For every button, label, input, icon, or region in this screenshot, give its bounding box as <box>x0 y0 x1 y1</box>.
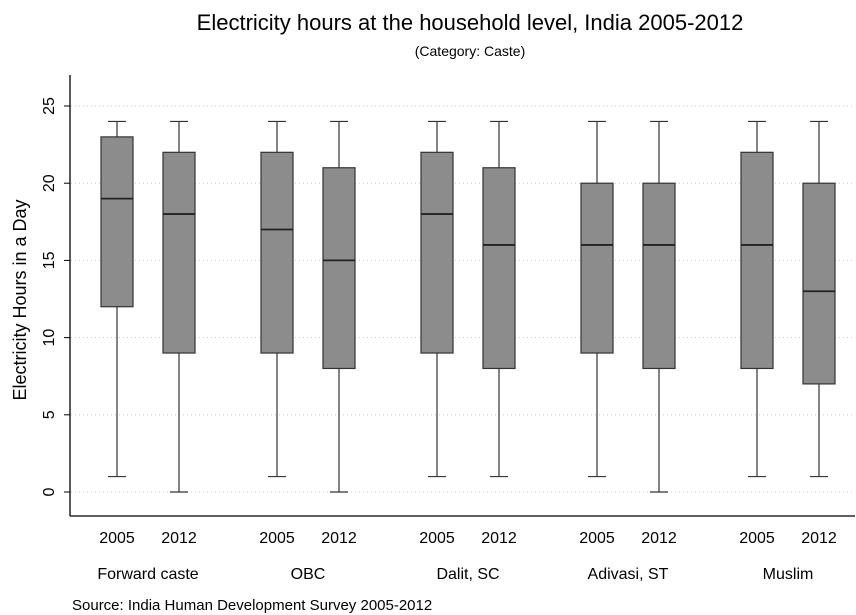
x-tick-label: 2012 <box>801 530 837 547</box>
y-tick-label: 10 <box>41 329 58 347</box>
y-tick-label: 0 <box>41 487 58 496</box>
iqr-box <box>580 182 614 354</box>
box-obc-2005 <box>260 120 294 478</box>
iqr-box <box>162 151 196 354</box>
x-tick-label: 2012 <box>161 530 197 547</box>
x-tick-label: 2012 <box>321 530 357 547</box>
box-muslim-2012 <box>802 120 836 478</box>
iqr-box <box>322 167 356 370</box>
category-label: OBC <box>291 566 326 583</box>
axes <box>69 75 855 517</box>
iqr-box <box>260 151 294 354</box>
box-dalit-sc-2005 <box>420 120 454 478</box>
x-tick-label: 2012 <box>641 530 677 547</box>
iqr-box <box>482 167 516 370</box>
y-tick-label: 15 <box>41 251 58 269</box>
boxes <box>100 120 836 493</box>
category-label: Adivasi, ST <box>588 566 669 583</box>
box-adivasi-st-2005 <box>580 120 614 478</box>
box-forward-caste-2005 <box>100 120 134 478</box>
box-obc-2012 <box>322 120 356 493</box>
x-labels: 2005 2012 Forward caste 2005 2012 OBC 2005 2012… <box>97 530 837 583</box>
y-tick-label: 25 <box>41 97 58 115</box>
category-label: Forward caste <box>97 566 198 583</box>
chart-title: Electricity hours at the household level… <box>197 10 744 35</box>
chart-subtitle: (Category: Caste) <box>415 43 525 59</box>
box-muslim-2005 <box>740 120 774 478</box>
y-tick-label: 20 <box>41 174 58 192</box>
x-tick-label: 2005 <box>419 530 455 547</box>
y-axis-label: Electricity Hours in a Day <box>10 199 30 400</box>
category-label: Dalit, SC <box>436 566 499 583</box>
source-note: Source: India Human Development Survey 2… <box>72 597 432 614</box>
y-ticks: 0 5 10 15 20 25 <box>41 97 70 496</box>
y-tick-label: 5 <box>41 410 58 419</box>
box-adivasi-st-2012 <box>642 120 676 493</box>
iqr-box <box>740 151 774 370</box>
x-tick-label: 2005 <box>739 530 775 547</box>
grid-lines <box>71 105 855 493</box>
iqr-box <box>100 136 134 308</box>
x-tick-label: 2005 <box>99 530 135 547</box>
x-tick-label: 2012 <box>481 530 517 547</box>
box-forward-caste-2012 <box>162 120 196 493</box>
iqr-box <box>802 182 836 385</box>
iqr-box <box>642 182 676 370</box>
box-dalit-sc-2012 <box>482 120 516 478</box>
x-tick-label: 2005 <box>259 530 295 547</box>
iqr-box <box>420 151 454 354</box>
category-label: Muslim <box>763 566 814 583</box>
x-tick-label: 2005 <box>579 530 615 547</box>
